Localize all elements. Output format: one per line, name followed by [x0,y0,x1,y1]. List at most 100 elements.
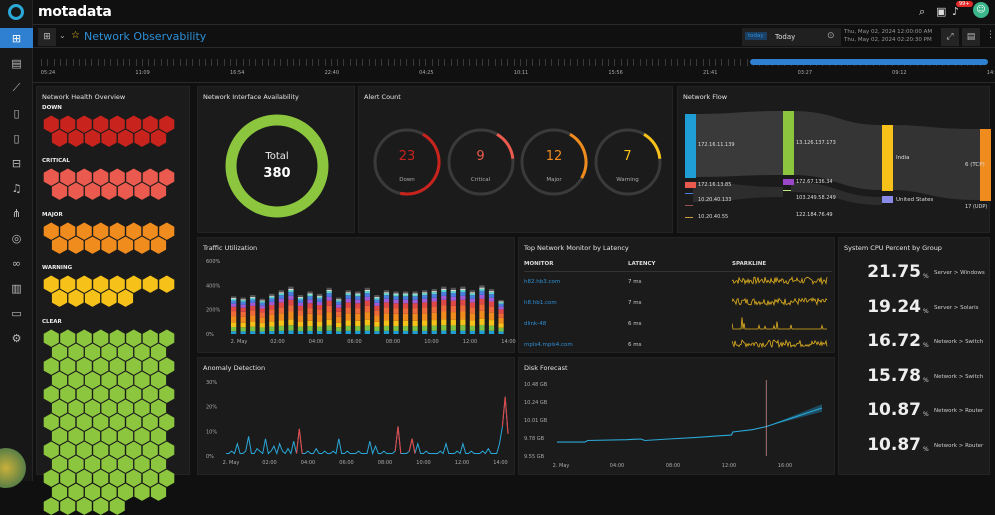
hex-cell[interactable] [126,469,142,487]
hex-cell[interactable] [134,236,150,254]
sidebar-item-topology[interactable]: ⋔ [0,203,33,223]
more-options-icon[interactable]: ⋮ [986,30,995,40]
hex-cell[interactable] [84,182,101,201]
anomaly-spike[interactable] [501,396,509,434]
hex-cell[interactable] [76,168,92,187]
hex-cell[interactable] [60,275,76,294]
hex-cell[interactable] [109,441,125,459]
hex-cell[interactable] [76,222,92,240]
hex-cell[interactable] [134,371,150,389]
hex-cell[interactable] [101,483,117,501]
hex-cell[interactable] [84,289,101,308]
hex-cell[interactable] [51,182,68,201]
hex-cell[interactable] [93,357,109,375]
hex-cell[interactable] [134,455,150,473]
hex-cell[interactable] [159,357,175,375]
anomaly-spike[interactable] [295,428,303,454]
traffic-bar[interactable] [383,290,390,334]
hex-cell[interactable] [101,236,117,254]
hex-cell[interactable] [51,427,68,445]
hex-cell[interactable] [142,469,158,487]
hex-cell[interactable] [93,385,109,403]
sidebar-item-document[interactable]: ▯ [0,103,33,123]
hex-cell[interactable] [60,115,76,133]
cpu-group-row[interactable]: 19.24% Server > Solaris [839,293,991,323]
hex-cell[interactable] [134,129,150,147]
traffic-bar[interactable] [316,293,323,334]
sidebar-item-report[interactable]: ▥ [0,278,33,298]
traffic-bar[interactable] [412,291,418,334]
hex-cell[interactable] [150,343,167,361]
hex-cell[interactable] [101,289,117,308]
hex-cell[interactable] [43,222,59,240]
hex-cell[interactable] [109,497,125,515]
traffic-bar[interactable] [297,295,304,334]
hex-cell[interactable] [159,413,175,431]
hex-cell[interactable] [134,343,150,361]
hex-cell[interactable] [142,329,158,347]
flow-node-source[interactable] [685,114,696,178]
hex-cell[interactable] [51,289,68,308]
hex-cell[interactable] [159,385,175,403]
hex-cell[interactable] [109,329,125,347]
hex-cell[interactable] [93,441,109,459]
table-row[interactable]: h8.hb1.com 7 ms [524,292,832,313]
hex-cell[interactable] [84,399,101,417]
hex-cell[interactable] [126,168,142,187]
flow-node-source[interactable] [685,205,693,206]
hex-cell[interactable] [68,483,84,501]
hex-cell[interactable] [101,427,117,445]
flow-node-destination[interactable] [783,190,791,191]
traffic-bar[interactable] [345,290,351,334]
flow-node-country[interactable] [882,125,893,191]
column-header[interactable]: LATENCY [628,258,732,272]
hex-cell[interactable] [84,371,101,389]
traffic-bar[interactable] [431,288,437,334]
hex-cell[interactable] [84,455,101,473]
hex-cell[interactable] [159,168,175,187]
hex-cell[interactable] [142,385,158,403]
hex-cell[interactable] [93,115,109,133]
traffic-bar[interactable] [278,290,285,334]
hex-cell[interactable] [142,222,158,240]
hex-cell[interactable] [109,469,125,487]
hex-cell[interactable] [134,399,150,417]
traffic-bar[interactable] [231,296,237,334]
anomaly-spike[interactable] [394,426,402,454]
hex-cell[interactable] [142,441,158,459]
hex-cell[interactable] [109,413,125,431]
expand-icon[interactable]: ⤢ [941,28,959,46]
sidebar-item-chart[interactable]: ⟋ [0,78,33,98]
hex-cell[interactable] [51,483,68,501]
hex-cell[interactable] [68,455,84,473]
sidebar-item-monitor[interactable]: ▤ [0,53,33,73]
hex-cell[interactable] [68,289,84,308]
traffic-bar[interactable] [269,293,275,334]
hex-cell[interactable] [43,168,59,187]
cpu-group-row[interactable]: 21.75% Server > Windows [839,258,991,288]
traffic-bar[interactable] [326,287,332,334]
hex-cell[interactable] [150,236,167,254]
hex-cell[interactable] [109,168,125,187]
hex-cell[interactable] [117,371,134,389]
hex-cell[interactable] [60,413,76,431]
sidebar-item-file[interactable]: ▭ [0,303,33,323]
hex-cell[interactable] [134,427,150,445]
sidebar-item-binoculars[interactable]: ∞ [0,253,33,273]
column-header[interactable]: MONITOR [524,258,628,272]
sidebar-item-settings[interactable]: ⚙ [0,328,33,348]
monitor-screen-icon[interactable]: ▣ [936,5,947,18]
hex-cell[interactable] [109,115,125,133]
table-row[interactable]: h82.hb3.com 7 ms [524,271,832,292]
hex-cell[interactable] [51,236,68,254]
time-range-picker[interactable]: today Today ⊙ [742,28,841,46]
hex-cell[interactable] [142,275,158,294]
hex-cell[interactable] [76,385,92,403]
traffic-bar[interactable] [364,287,370,334]
traffic-bar[interactable] [374,295,380,334]
hex-cell[interactable] [101,343,117,361]
flow-node-source[interactable] [685,217,693,218]
hex-cell[interactable] [150,129,167,147]
hex-cell[interactable] [51,399,68,417]
hex-cell[interactable] [93,329,109,347]
